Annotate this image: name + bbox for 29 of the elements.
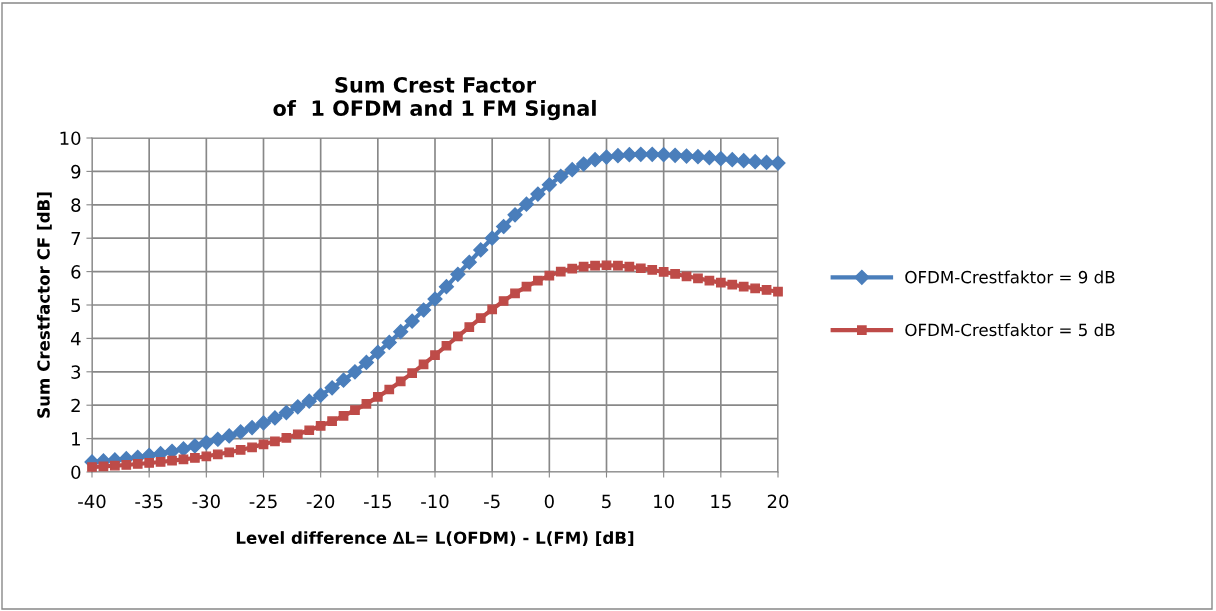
x-tick-label: -40 [78,494,106,509]
y-tick-label: 8 [71,198,81,212]
x-tick-label: 5 [602,494,611,509]
x-tick-label: -5 [484,494,500,509]
y-tick-label: 10 [60,131,81,146]
y-axis-title: Sum Crestfactor CF [dB] [36,192,52,418]
y-tick-label: 7 [71,231,81,246]
y-tick-label: 0 [71,465,81,480]
y-tick-label: 6 [71,265,81,279]
y-tick-label: 1 [72,432,80,446]
x-tick-label: -15 [363,494,391,509]
chart-title: Sum Crest Factor of 1 OFDM and 1 FM Signal [273,76,596,121]
y-tick-label: 2 [71,398,80,413]
x-tick-label: -30 [192,494,220,509]
x-tick-label: 0 [544,494,554,509]
x-tick-label: 20 [767,494,789,509]
y-tick-label: 5 [71,298,81,313]
x-tick-label: -10 [421,494,449,509]
y-tick-label: 3 [71,365,81,379]
y-tick-label: 9 [71,164,81,179]
x-tick-label: -20 [306,494,335,509]
x-tick-label: -35 [135,494,163,509]
y-tick-label: 4 [70,332,81,346]
x-tick-label: -25 [249,494,277,509]
x-tick-label: 15 [711,494,731,509]
x-tick-label: 10 [654,494,674,509]
legend-label: OFDM-Crestfaktor = 9 dB [905,270,1115,284]
legend-label: OFDM-Crestfaktor = 5 dB [905,323,1115,337]
x-axis-title: Level difference ∆L= L(OFDM) - L(FM) [dB] [236,531,634,546]
